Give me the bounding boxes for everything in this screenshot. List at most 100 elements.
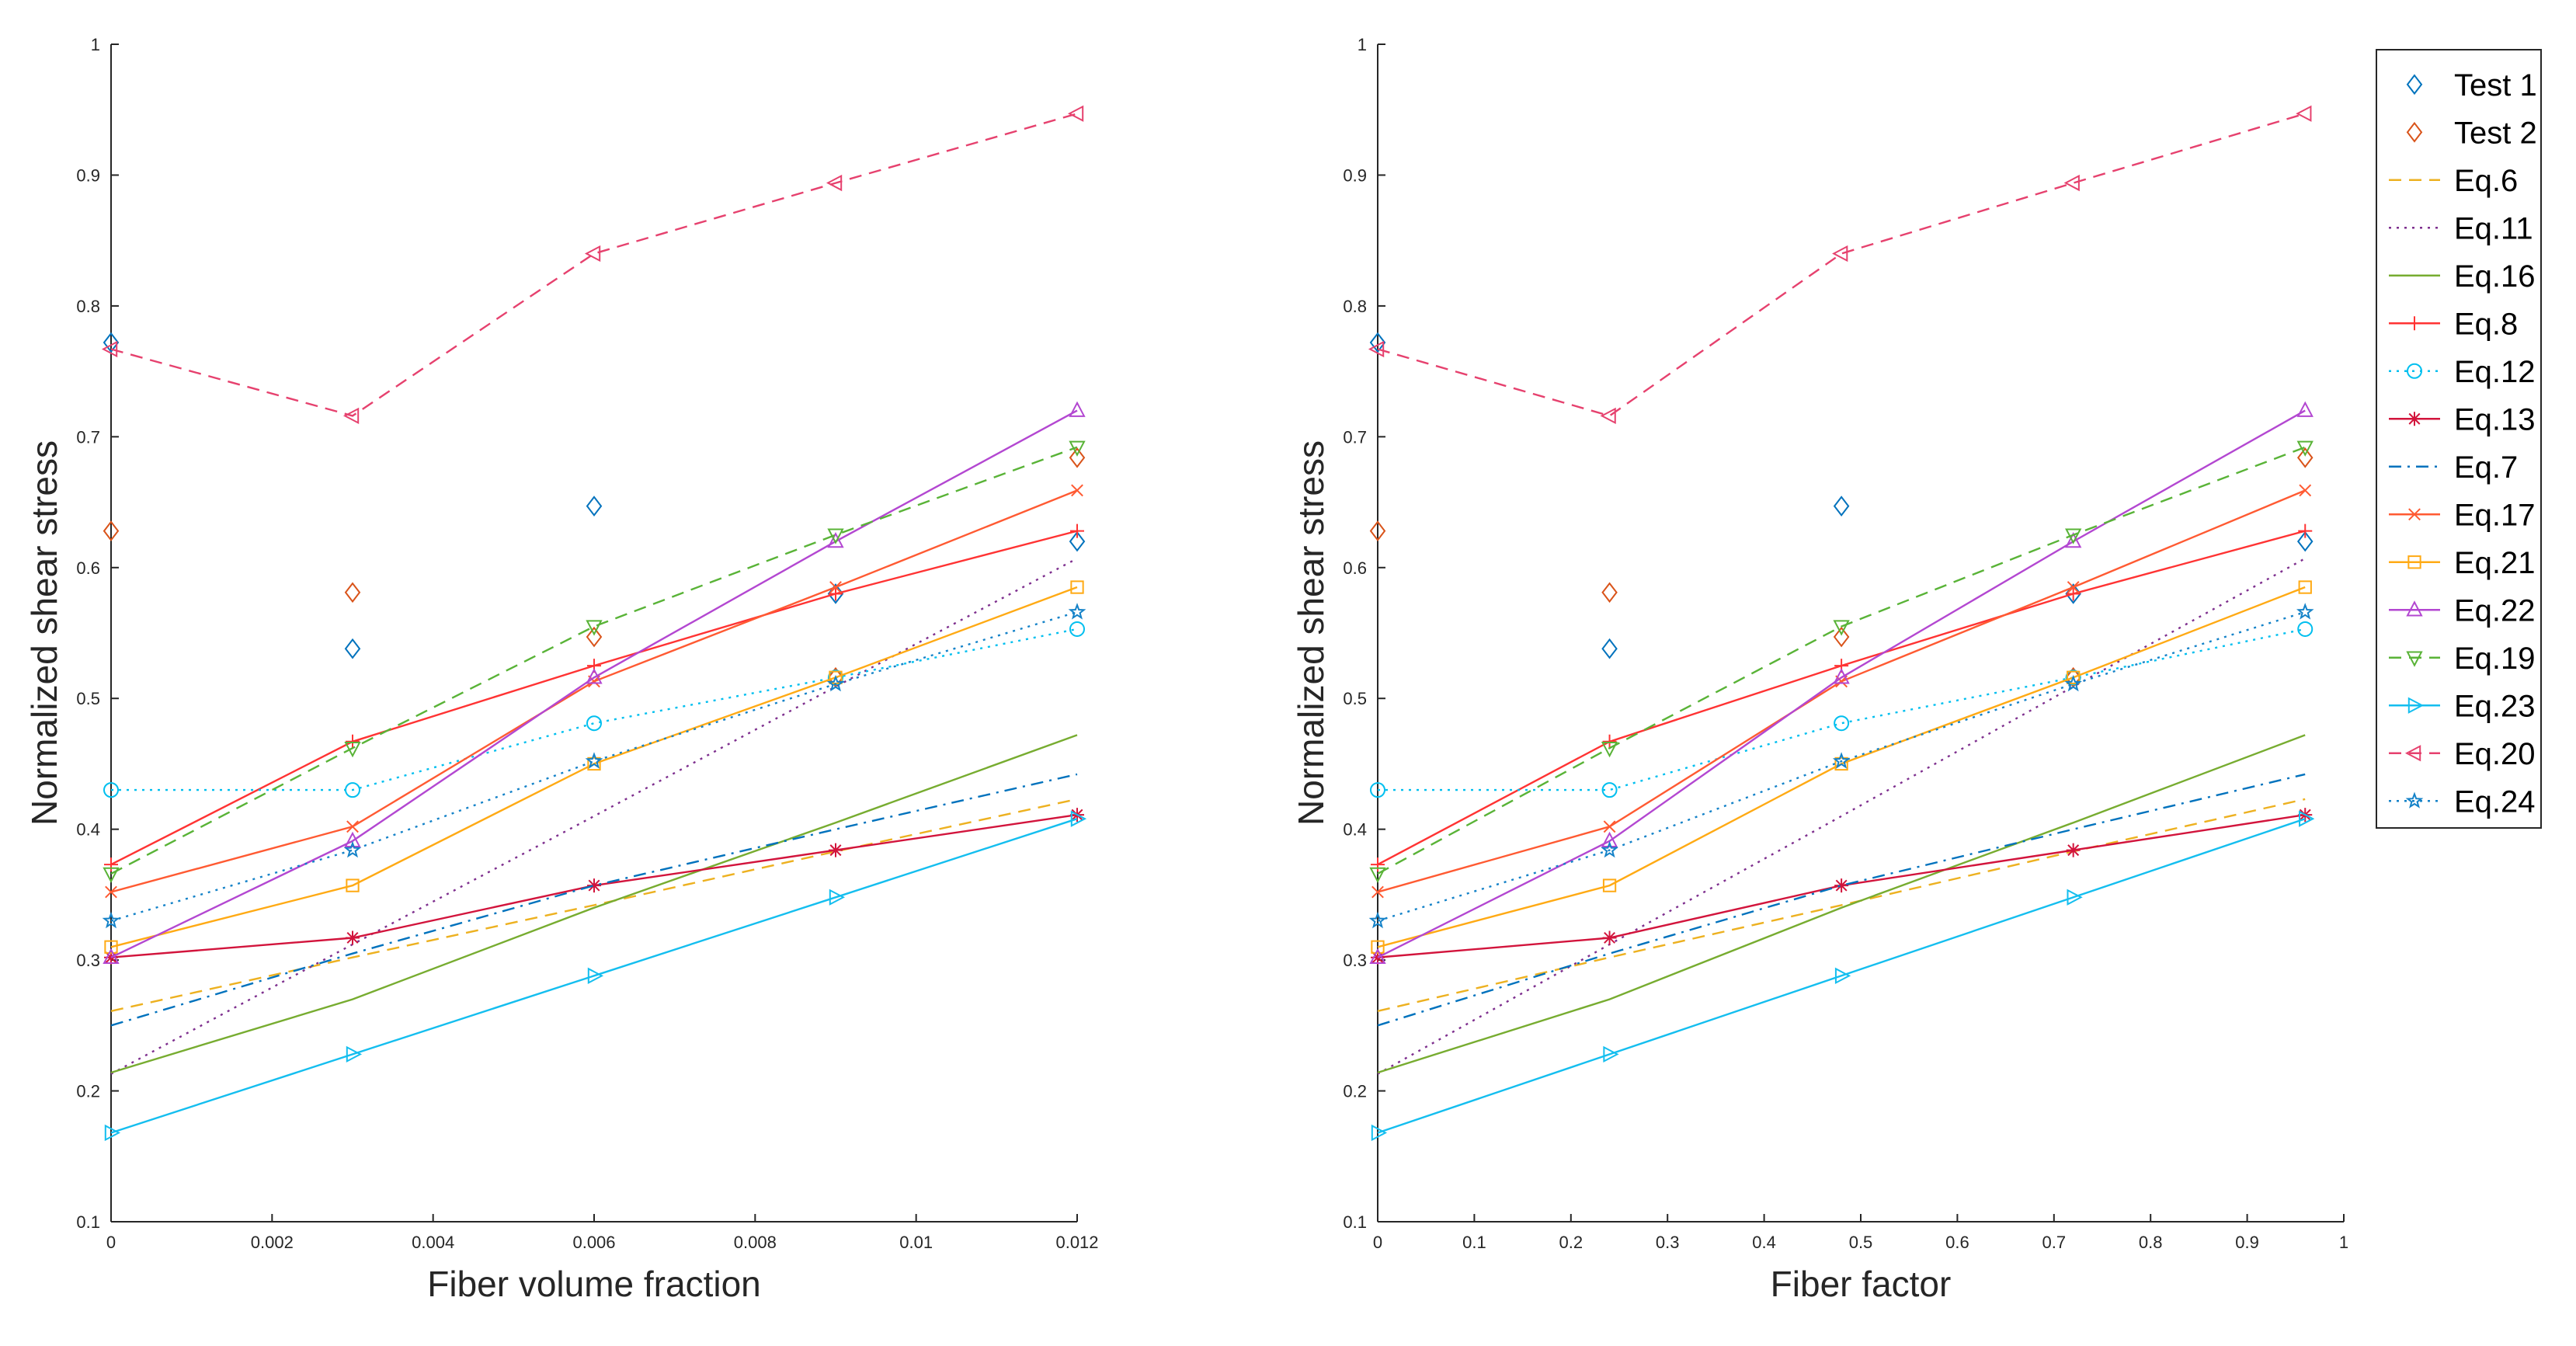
- legend-item-eq-22: Eq.22: [2389, 593, 2536, 628]
- series-line: [110, 818, 1078, 1134]
- series-line: [1378, 628, 2306, 791]
- data-point: [1834, 756, 1848, 771]
- data-point: [829, 889, 846, 906]
- data-point: [1368, 911, 1387, 929]
- data-point: [2298, 580, 2312, 594]
- data-point: [102, 911, 120, 929]
- data-point: [104, 940, 118, 954]
- legend-label: Eq.21: [2454, 546, 2536, 580]
- data-point: [586, 668, 603, 684]
- data-point: [827, 583, 844, 604]
- data-point: [587, 967, 604, 984]
- series-line: [110, 773, 1078, 1027]
- data-point: [2067, 670, 2081, 684]
- series-eq-7: [1377, 773, 2306, 1027]
- data-point: [1371, 885, 1384, 899]
- series-eq-12: [1370, 621, 2314, 798]
- legend-item-test-1: Test 1: [2406, 68, 2537, 103]
- series-eq-6: [1377, 798, 2306, 1012]
- data-point: [1832, 752, 1851, 769]
- legend-item-eq-8: Eq.8: [2389, 307, 2518, 341]
- data-point: [1371, 950, 1385, 965]
- x-tick-label: 0.1: [1462, 1233, 1486, 1252]
- series-line: [111, 628, 1078, 791]
- data-point: [2065, 583, 2081, 604]
- data-point: [2299, 810, 2315, 827]
- x-tick-label: 0.008: [734, 1233, 777, 1252]
- data-point: [2065, 670, 2081, 686]
- series-line: [1377, 113, 2306, 417]
- series-eq-22: [103, 401, 1086, 964]
- legend-label: Eq.23: [2454, 689, 2536, 723]
- series-eq-7: [110, 773, 1078, 1027]
- legend-label: Eq.13: [2454, 402, 2536, 436]
- y-tick-label: 0.2: [76, 1082, 100, 1101]
- series-eq-23: [1371, 810, 2315, 1142]
- series-line: [1377, 409, 2306, 958]
- chart-left: 0.1 0.2 0.3 0.4 0.5 0.6 0.7 0.8 0.9 1 0 0.002 0.004 0…: [24, 35, 1099, 1304]
- data-point: [2067, 889, 2083, 906]
- legend-item-eq-11: Eq.11: [2389, 211, 2533, 245]
- series-line: [110, 530, 1078, 866]
- data-point: [344, 638, 361, 659]
- data-point: [1070, 580, 1084, 594]
- series-eq-16: [110, 734, 1078, 1074]
- series-eq-12: [103, 621, 1085, 798]
- series-line: [110, 409, 1078, 958]
- data-point: [1834, 878, 1849, 893]
- data-point: [1601, 742, 1618, 758]
- data-point: [2299, 484, 2312, 497]
- data-point: [2296, 105, 2312, 122]
- series-eq-24: [102, 603, 1086, 929]
- data-point: [104, 1124, 121, 1142]
- series-eq-22: [1369, 401, 2314, 964]
- series-test-1: [1369, 332, 2314, 659]
- y-tick-label: 0.9: [1343, 165, 1367, 185]
- legend-item-eq-21: Eq.21: [2389, 546, 2536, 580]
- data-point: [1069, 401, 1086, 417]
- data-point: [1603, 820, 1616, 833]
- data-point: [2296, 530, 2314, 552]
- legend-item-eq-19: Eq.19: [2389, 642, 2536, 676]
- data-point: [586, 496, 603, 516]
- data-point: [2065, 532, 2082, 548]
- y-axis-label: Normalized shear stress: [24, 440, 64, 826]
- data-point: [344, 831, 361, 848]
- legend-item-eq-7: Eq.7: [2389, 450, 2518, 485]
- data-point: [586, 715, 602, 732]
- series-line: [1377, 734, 2306, 1074]
- data-point: [344, 582, 361, 603]
- series-eq-13: [104, 808, 1084, 965]
- x-tick-label: 0.4: [1752, 1233, 1776, 1252]
- series-eq-19: [1369, 440, 2314, 883]
- legend-item-eq-16: Eq.16: [2389, 259, 2536, 294]
- data-point: [1068, 603, 1086, 620]
- y-tick-label: 0.5: [76, 689, 100, 708]
- y-axis-label: Normalized shear stress: [1291, 440, 1331, 826]
- data-point: [584, 245, 601, 263]
- series-line: [110, 489, 1078, 893]
- data-point: [829, 586, 843, 601]
- data-point: [104, 857, 118, 872]
- data-point: [827, 528, 844, 544]
- data-point: [1369, 948, 1386, 964]
- series-eq-20: [101, 105, 1084, 425]
- legend-label: Eq.17: [2454, 498, 2536, 532]
- series-line: [1377, 798, 2306, 1012]
- data-point: [586, 620, 603, 636]
- x-tick-label: 0: [1373, 1233, 1382, 1252]
- legend-marker-swatch: [2406, 74, 2423, 96]
- data-point: [1833, 668, 1850, 684]
- x-axis-label: Fiber volume fraction: [427, 1264, 761, 1304]
- data-point: [1602, 734, 1617, 749]
- data-point: [1601, 840, 1618, 858]
- x-tick-label: 0.01: [899, 1233, 933, 1252]
- series-eq-21: [104, 580, 1084, 954]
- data-point: [2067, 581, 2080, 593]
- data-point: [1371, 940, 1385, 954]
- y-tick-label: 0.5: [1343, 689, 1367, 708]
- data-point: [343, 840, 362, 858]
- x-tick-label: 0.5: [1849, 1233, 1873, 1252]
- y-tick-label: 0.8: [1343, 297, 1367, 316]
- y-tick-label: 0.7: [1343, 427, 1367, 447]
